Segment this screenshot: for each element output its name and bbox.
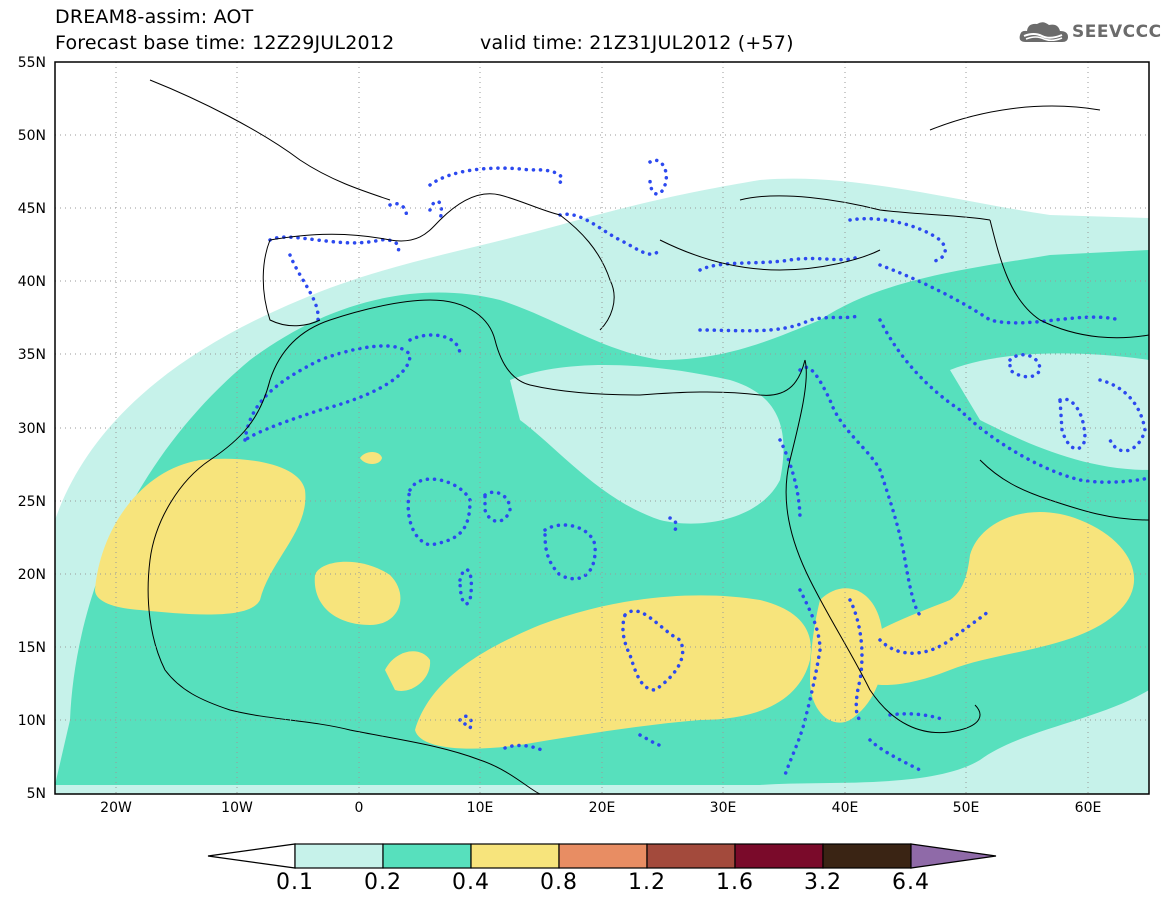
aot-band-0.4-sahel [415, 595, 811, 749]
map-frame [54, 61, 1150, 795]
graticule [55, 62, 1149, 794]
lat-label-10n: 10N [17, 713, 46, 729]
colorbar-label-0.4: 0.4 [452, 870, 490, 895]
lon-label-10w: 10W [221, 800, 253, 816]
lat-label-25n: 25N [17, 494, 46, 510]
colorbar-bin-0.2 [382, 843, 472, 869]
colorbar-bin-0.8 [558, 843, 648, 869]
lat-label-55n: 55N [17, 55, 46, 71]
colorbar-label-6.4: 6.4 [892, 870, 930, 895]
aot-band-0.4-niger [385, 651, 431, 691]
lon-label-20e: 20E [588, 800, 616, 816]
lon-label-10e: 10E [466, 800, 494, 816]
lat-label-15n: 15N [17, 640, 46, 656]
map-title: DREAM8-assim: AOT [55, 6, 254, 28]
lat-label-45n: 45N [17, 201, 46, 217]
aot-lowband-iran [950, 353, 1149, 470]
aot-band-0.4-west [95, 458, 306, 615]
forecast-base-time: Forecast base time: 12Z29JUL2012 [55, 32, 395, 54]
lon-label-50e: 50E [952, 800, 980, 816]
colorbar-bin-0.1 [294, 843, 384, 869]
lat-label-5n: 5N [26, 786, 46, 802]
aot-lowband-egypt [510, 365, 784, 524]
lon-label-40e: 40E [831, 800, 859, 816]
valid-time: valid time: 21Z31JUL2012 (+57) [480, 32, 794, 54]
colorbar-label-0.8: 0.8 [540, 870, 578, 895]
lat-label-20n: 20N [17, 567, 46, 583]
logo-text: SEEVCCC [1072, 22, 1162, 42]
lat-label-50n: 50N [17, 128, 46, 144]
lon-label-20w: 20W [100, 800, 132, 816]
aot-band-0.4-arabia [848, 512, 1135, 685]
aot-band-0.4-mali [314, 561, 401, 625]
lon-label-30e: 30E [709, 800, 737, 816]
colorbar-bin-1.2 [646, 843, 736, 869]
aot-band-0.4-horn [810, 588, 884, 723]
colorbar-label-1.2: 1.2 [628, 870, 666, 895]
lon-label-0: 0 [354, 800, 364, 816]
lat-label-30n: 30N [17, 421, 46, 437]
colorbar-bin-0.4 [470, 843, 560, 869]
lon-label-60e: 60E [1074, 800, 1102, 816]
lat-label-40n: 40N [17, 274, 46, 290]
colorbar-bin-3.2 [822, 843, 912, 869]
cloud-icon [1019, 22, 1068, 42]
colorbar-label-0.1: 0.1 [276, 870, 314, 895]
colorbar-under-arrow [207, 843, 296, 869]
seevccc-logo: SEEVCCC [1018, 20, 1162, 44]
lat-label-35n: 35N [17, 347, 46, 363]
coastlines [147, 79, 1149, 794]
colorbar-over-arrow [910, 843, 997, 869]
colorbar-label-0.2: 0.2 [364, 870, 402, 895]
colorbar [207, 843, 997, 869]
colorbar-label-3.2: 3.2 [804, 870, 842, 895]
aot-band-0.4-dot [360, 452, 382, 464]
colorbar-label-1.6: 1.6 [716, 870, 754, 895]
aot-fields [55, 62, 1149, 794]
colorbar-bin-1.6 [734, 843, 824, 869]
